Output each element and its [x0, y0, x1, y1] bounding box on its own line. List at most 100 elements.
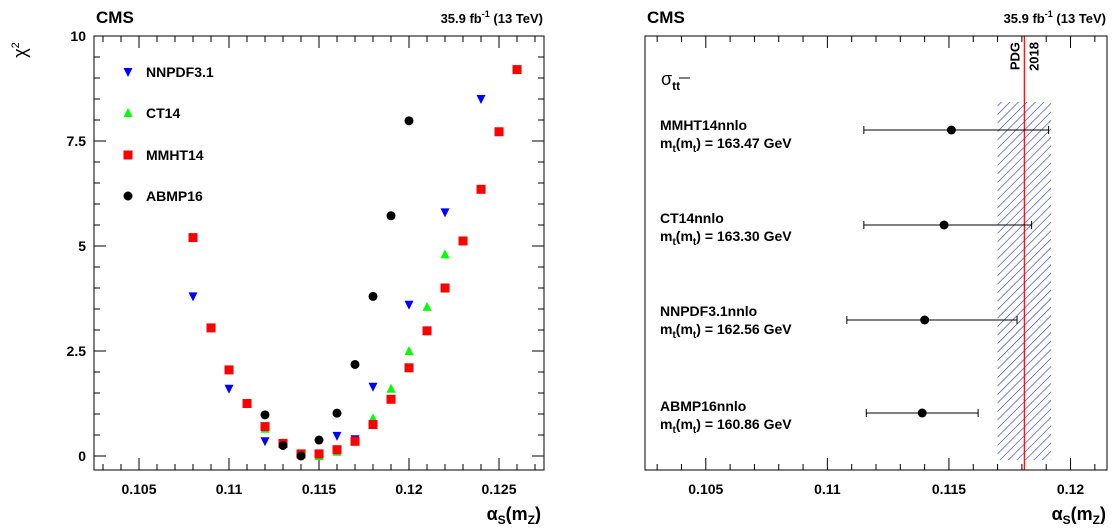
mt-label-abmp16nnlo: mt(mt) = 160.86 GeV: [660, 416, 792, 436]
data-point: [332, 408, 342, 418]
left-y-tick-label-5: 5: [78, 238, 86, 254]
data-point: [242, 399, 252, 408]
data-point: [368, 382, 378, 392]
data-point: [332, 431, 342, 441]
data-point: [278, 441, 288, 450]
data-point: [386, 383, 396, 393]
sigma-tt-title: σtt: [661, 69, 680, 93]
data-point: [386, 211, 396, 221]
entry-abmp16nnlo: ABMP16nnlo mt(mt) = 160.86 GeV: [660, 398, 792, 436]
data-point: [458, 236, 468, 246]
left-legend: NNPDF3.1 CT14 MMHT14 ABMP16: [123, 64, 214, 204]
left-y-axis-title: χ2: [10, 42, 30, 58]
right-x-tick-label-0-11: 0.11: [814, 481, 841, 497]
legend-marker-mmht14: [123, 150, 133, 160]
legend-label-nnpdf: NNPDF3.1: [146, 64, 214, 80]
data-point: [512, 65, 522, 75]
right-x-tick-label-0-105: 0.105: [688, 481, 723, 497]
right-lumi-label: 35.9 fb-1 (13 TeV): [1004, 9, 1106, 26]
legend-marker-ct14: [123, 108, 133, 117]
series-ct14: [242, 249, 450, 460]
legend-entry-abmp16: ABMP16: [123, 188, 203, 204]
pdf-label-nnpdf31nnlo: NNPDF3.1nnlo: [660, 303, 757, 319]
left-frame: [93, 35, 545, 471]
central-value-point: [917, 408, 927, 418]
errorbar-mmht14nnlo: [863, 125, 1050, 135]
left-y-tick-label-7-5: 7.5: [67, 133, 87, 149]
data-point: [314, 435, 324, 445]
left-y-tick-label-2-5: 2.5: [67, 343, 87, 359]
right-plot-area: [846, 125, 1050, 418]
legend-entry-ct14: CT14: [123, 105, 180, 121]
central-value-point: [939, 220, 949, 230]
mt-label-ct14nnlo: mt(mt) = 163.30 GeV: [660, 228, 792, 248]
mt-label-nnpdf31nnlo: mt(mt) = 162.56 GeV: [660, 321, 792, 341]
data-point: [350, 359, 360, 369]
central-value-point: [920, 315, 930, 325]
errorbar-ct14nnlo: [863, 220, 1033, 230]
left-panel: CMS 35.9 fb-1 (13 TeV) χ2 0.105 0.11 0.115…: [10, 8, 545, 527]
data-point: [476, 95, 486, 104]
right-x-axis-title: αS(mZ): [1052, 504, 1106, 527]
data-point: [260, 422, 270, 432]
pdf-label-ct14nnlo: CT14nnlo: [660, 210, 724, 226]
left-x-tick-label-0-115: 0.115: [302, 481, 336, 497]
left-y-tick-label-0: 0: [78, 448, 86, 464]
left-x-tick-label-0-125: 0.125: [481, 481, 516, 497]
pdg-year-label: 2018: [1026, 42, 1041, 71]
entry-mmht14nnlo: MMHT14nnlo mt(mt) = 163.47 GeV: [660, 117, 792, 155]
left-x-tick-label-0-105: 0.105: [121, 481, 156, 497]
data-point: [404, 346, 414, 355]
data-point: [188, 292, 198, 302]
left-axes: 0.105 0.11 0.115 0.12 0.125 0 2.5 5 7.5 10: [67, 28, 545, 497]
right-x-tick-label-0-115: 0.115: [932, 481, 966, 497]
left-y-tick-label-10: 10: [70, 28, 86, 44]
data-point: [206, 323, 216, 333]
left-lumi-label: 35.9 fb-1 (13 TeV): [441, 9, 543, 26]
errorbar-abmp16nnlo: [865, 408, 979, 418]
pdf-label-abmp16nnlo: ABMP16nnlo: [660, 398, 746, 414]
data-point: [440, 249, 450, 259]
series-abmp16: [260, 116, 414, 461]
data-point: [224, 365, 234, 375]
data-point: [422, 326, 432, 336]
data-point: [332, 445, 342, 455]
data-point: [386, 394, 396, 404]
data-point: [404, 363, 414, 373]
entry-ct14nnlo: CT14nnlo mt(mt) = 163.30 GeV: [660, 210, 792, 248]
data-point: [188, 233, 198, 243]
data-point: [440, 208, 450, 218]
data-point: [404, 300, 414, 310]
pdg-reference: [997, 36, 1052, 470]
entry-nnpdf31nnlo: NNPDF3.1nnlo mt(mt) = 162.56 GeV: [660, 303, 792, 341]
series-nnpdf31: [188, 95, 486, 459]
data-point: [368, 420, 378, 429]
data-point: [260, 410, 270, 420]
pdg-label: PDG: [1007, 42, 1022, 70]
left-x-tick-label-0-12: 0.12: [395, 481, 422, 497]
right-axes: 0.105 0.11 0.115 0.12: [644, 35, 1108, 497]
legend-label-ct14: CT14: [146, 105, 180, 121]
left-x-tick-label-0-11: 0.11: [216, 481, 243, 497]
right-panel: CMS 35.9 fb-1 (13 TeV) 0.105 0.11 0.115 0.1…: [644, 8, 1108, 527]
legend-marker-abmp16: [123, 191, 133, 201]
series-mmht14: [188, 65, 522, 459]
central-value-point: [946, 125, 956, 135]
right-experiment-label: CMS: [647, 8, 685, 27]
legend-label-mmht14: MMHT14: [146, 147, 204, 163]
data-point: [224, 384, 234, 394]
data-point: [296, 451, 306, 461]
data-point: [404, 116, 414, 126]
right-x-tick-label-0-12: 0.12: [1057, 481, 1084, 497]
data-point: [422, 301, 432, 311]
mt-label-mmht14nnlo: mt(mt) = 163.47 GeV: [660, 135, 792, 155]
legend-label-abmp16: ABMP16: [146, 188, 203, 204]
data-point: [350, 436, 360, 446]
data-point: [440, 283, 450, 293]
legend-entry-mmht14: MMHT14: [123, 147, 204, 163]
left-experiment-label: CMS: [96, 8, 134, 27]
left-x-axis-title: αS(mZ): [487, 504, 541, 527]
pdf-labels: MMHT14nnlo mt(mt) = 163.47 GeV CT14nnlo …: [660, 117, 792, 436]
data-point: [368, 291, 378, 301]
